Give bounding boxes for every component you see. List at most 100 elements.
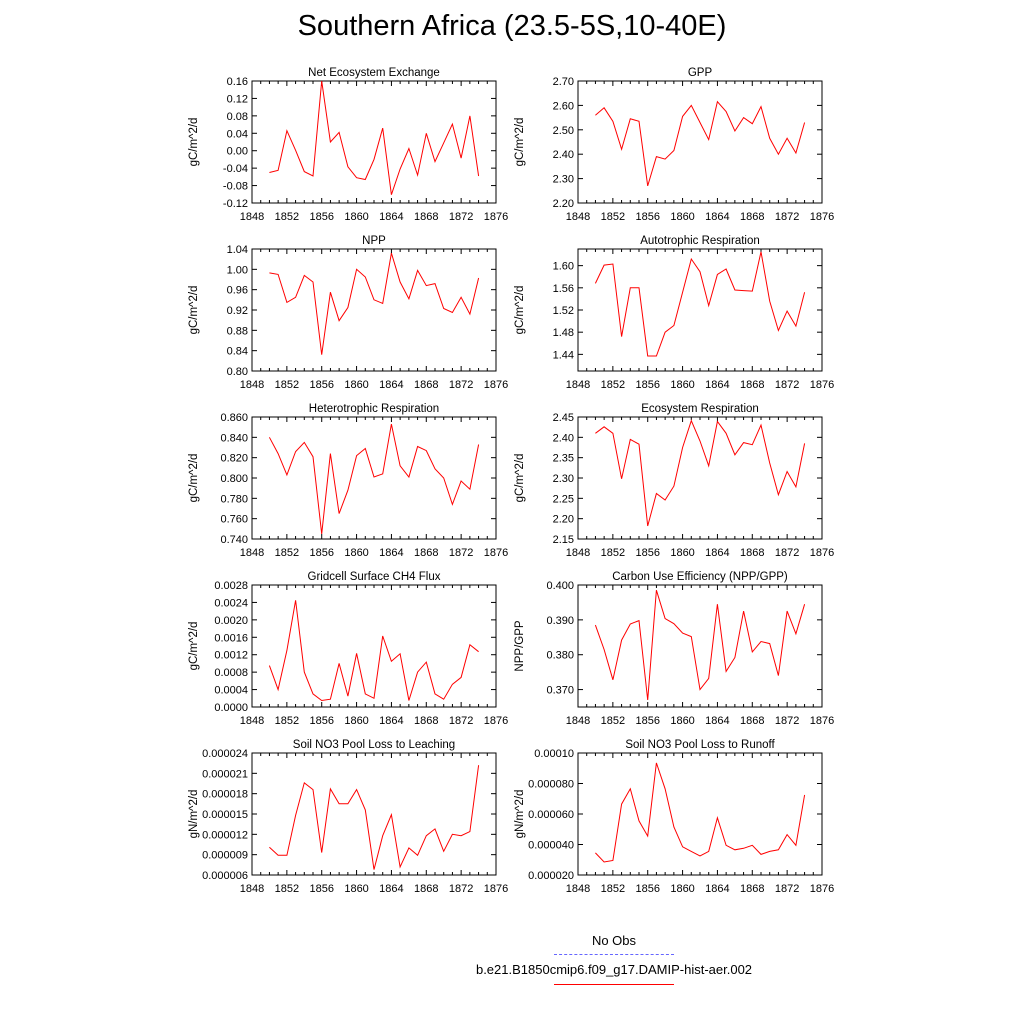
x-tick-label: 1868 bbox=[414, 211, 438, 223]
y-tick-label: 1.00 bbox=[227, 264, 248, 276]
x-tick-label: 1852 bbox=[275, 715, 299, 727]
chart-title: GPP bbox=[688, 67, 713, 79]
y-tick-label: 2.60 bbox=[553, 100, 574, 112]
x-tick-label: 1860 bbox=[670, 211, 694, 223]
series-line-0 bbox=[268, 423, 480, 534]
y-tick-label: 1.52 bbox=[553, 305, 574, 317]
x-tick-label: 1864 bbox=[379, 547, 403, 559]
series-line-0 bbox=[268, 600, 479, 702]
plot-frame bbox=[251, 584, 497, 708]
x-tick-label: 1856 bbox=[309, 211, 333, 223]
y-tick-label: 1.04 bbox=[227, 244, 248, 256]
y-tick-label: 0.000018 bbox=[202, 789, 248, 801]
x-tick-label: 1868 bbox=[740, 547, 764, 559]
chart-panel-8: Soil NO3 Pool Loss to Leaching gN/m^2/d 18… bbox=[188, 739, 508, 895]
plot-frame bbox=[577, 752, 823, 876]
x-tick-label: 1868 bbox=[740, 715, 764, 727]
legend-label-no-obs: No Obs bbox=[591, 933, 637, 948]
y-tick-label: 0.390 bbox=[546, 615, 574, 627]
x-tick-label: 1852 bbox=[601, 883, 625, 895]
series-line-0 bbox=[595, 100, 806, 187]
y-tick-label: 0.00010 bbox=[534, 748, 574, 760]
y-tick-label: 0.740 bbox=[220, 534, 248, 546]
x-tick-label: 1848 bbox=[240, 379, 264, 391]
x-tick-label: 1872 bbox=[449, 211, 473, 223]
x-tick-label: 1876 bbox=[810, 715, 834, 727]
x-tick-label: 1876 bbox=[810, 883, 834, 895]
y-tick-label: 2.70 bbox=[553, 76, 574, 88]
y-axis-label: gC/m^2/d bbox=[188, 622, 200, 671]
plot-frame bbox=[577, 416, 823, 540]
x-tick-label: 1872 bbox=[775, 715, 799, 727]
y-tick-label: 1.60 bbox=[553, 261, 574, 273]
x-tick-label: 1856 bbox=[309, 379, 333, 391]
x-tick-label: 1864 bbox=[705, 883, 729, 895]
y-tick-label: 0.000006 bbox=[202, 870, 248, 882]
y-tick-label: 2.45 bbox=[553, 412, 574, 424]
x-tick-label: 1848 bbox=[566, 547, 590, 559]
x-tick-label: 1864 bbox=[705, 211, 729, 223]
x-tick-label: 1864 bbox=[379, 715, 403, 727]
x-tick-label: 1860 bbox=[670, 883, 694, 895]
y-tick-label: 0.0024 bbox=[214, 597, 248, 609]
x-tick-label: 1872 bbox=[775, 883, 799, 895]
page-title: Southern Africa (23.5-5S,10-40E) bbox=[297, 10, 727, 42]
y-tick-label: 0.380 bbox=[546, 650, 574, 662]
x-tick-label: 1848 bbox=[566, 883, 590, 895]
y-tick-label: 0.000024 bbox=[202, 748, 248, 760]
y-tick-label: 0.370 bbox=[546, 685, 574, 697]
legend-line-no-obs bbox=[554, 954, 674, 955]
chart-panel-7: Carbon Use Efficiency (NPP/GPP) NPP/GPP 18… bbox=[514, 571, 834, 727]
x-tick-label: 1876 bbox=[810, 211, 834, 223]
chart-title: Soil NO3 Pool Loss to Runoff bbox=[625, 739, 775, 751]
y-tick-label: 0.0012 bbox=[214, 650, 248, 662]
x-tick-label: 1864 bbox=[705, 547, 729, 559]
y-tick-label: 1.56 bbox=[553, 283, 574, 295]
chart-title: NPP bbox=[362, 235, 386, 247]
x-tick-label: 1852 bbox=[275, 211, 299, 223]
x-tick-label: 1856 bbox=[635, 715, 659, 727]
x-tick-label: 1860 bbox=[344, 379, 368, 391]
x-tick-label: 1864 bbox=[379, 211, 403, 223]
y-tick-label: 0.08 bbox=[227, 111, 248, 123]
y-tick-label: 0.88 bbox=[227, 325, 248, 337]
x-tick-label: 1852 bbox=[601, 211, 625, 223]
series-line-0 bbox=[594, 590, 806, 701]
chart-title: Autotrophic Respiration bbox=[640, 235, 760, 247]
x-tick-label: 1872 bbox=[775, 211, 799, 223]
x-tick-label: 1856 bbox=[635, 547, 659, 559]
y-tick-label: 0.000012 bbox=[202, 829, 248, 841]
x-tick-label: 1856 bbox=[635, 379, 659, 391]
y-tick-label: 2.25 bbox=[553, 493, 574, 505]
y-axis-label: gN/m^2/d bbox=[514, 790, 526, 839]
y-axis-label: gC/m^2/d bbox=[188, 286, 200, 335]
y-tick-label: 2.20 bbox=[553, 514, 574, 526]
x-tick-label: 1848 bbox=[240, 547, 264, 559]
y-tick-label: 2.20 bbox=[553, 198, 574, 210]
y-tick-label: 2.40 bbox=[553, 149, 574, 161]
x-tick-label: 1848 bbox=[240, 883, 264, 895]
x-tick-label: 1876 bbox=[484, 379, 508, 391]
legend-label-model-run: b.e21.B1850cmip6.f09_g17.DAMIP-hist-aer.… bbox=[475, 962, 753, 977]
y-tick-label: -0.04 bbox=[223, 163, 248, 175]
y-tick-label: 0.800 bbox=[220, 473, 248, 485]
x-tick-label: 1864 bbox=[705, 379, 729, 391]
chart-title: Carbon Use Efficiency (NPP/GPP) bbox=[612, 571, 788, 583]
x-tick-label: 1868 bbox=[740, 379, 764, 391]
y-tick-label: 1.44 bbox=[553, 349, 574, 361]
x-tick-label: 1856 bbox=[309, 715, 333, 727]
x-tick-label: 1860 bbox=[670, 379, 694, 391]
x-tick-label: 1860 bbox=[344, 883, 368, 895]
x-tick-label: 1856 bbox=[309, 547, 333, 559]
y-tick-label: 0.12 bbox=[227, 93, 248, 105]
y-axis-label: gC/m^2/d bbox=[188, 118, 200, 167]
x-tick-label: 1868 bbox=[740, 211, 764, 223]
x-tick-label: 1864 bbox=[379, 883, 403, 895]
y-tick-label: 0.0008 bbox=[214, 667, 248, 679]
x-tick-label: 1860 bbox=[344, 211, 368, 223]
y-axis-label: gC/m^2/d bbox=[188, 454, 200, 503]
y-tick-label: 0.000060 bbox=[528, 809, 574, 821]
y-tick-label: 0.820 bbox=[220, 453, 248, 465]
chart-title: Soil NO3 Pool Loss to Leaching bbox=[293, 739, 455, 751]
x-tick-label: 1876 bbox=[484, 715, 508, 727]
